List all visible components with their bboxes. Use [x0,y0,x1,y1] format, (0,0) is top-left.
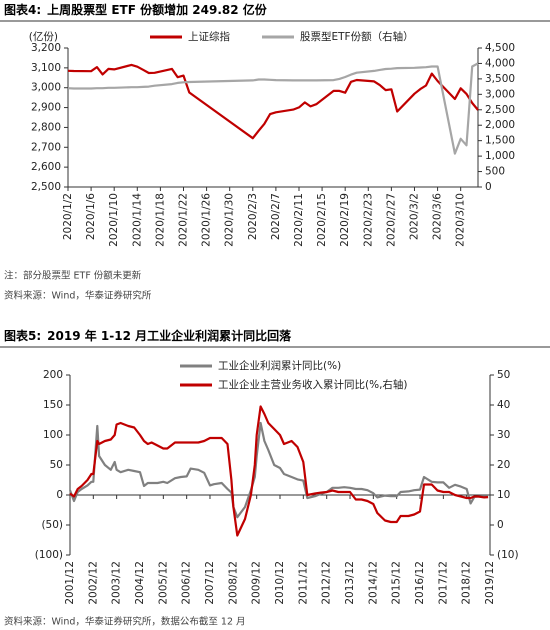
y2-tick-label: 1,000 [485,150,515,162]
x-tick-label: 2020/2/15 [316,193,328,247]
x-tick-label: 2020/2/7 [270,193,282,240]
figure-note: 注：部分股票型 ETF 份额未更新 [4,270,142,282]
y-tick-label: 100 [43,429,63,441]
x-tick-label: 2001/12 [64,561,76,605]
x-tick-label: 2007/12 [204,561,216,605]
series-line [67,62,479,155]
figure-title: 上周股票型 ETF 份额增加 249.82 亿份 [47,2,268,17]
y2-tick-label: 50 [497,369,510,381]
y2-tick-label: 2,500 [485,104,515,116]
x-tick-label: 2020/1/14 [131,193,143,247]
y2-tick-label: 0 [497,519,504,531]
x-tick-label: 2016/12 [414,561,426,605]
x-tick-label: 2020/3/2 [408,193,420,240]
y-tick-label: 2,600 [31,161,61,173]
y2-tick-label: 4,500 [485,42,515,54]
x-tick-label: 2020/2/11 [293,193,305,247]
y-axis-unit: (亿份) [29,30,58,43]
x-tick-label: 2020/2/3 [247,193,259,240]
x-tick-label: 2020/1/18 [154,193,166,247]
figure-source: 资料来源：Wind，华泰证券研究所 [4,290,152,302]
y-tick-label: 2,700 [31,141,61,153]
y2-tick-label: 500 [485,166,505,178]
y-tick-label: 200 [43,369,63,381]
x-tick-label: 2008/12 [227,561,239,605]
y-tick-label: 50 [50,459,63,471]
y-tick-label: 3,200 [31,42,61,54]
x-tick-label: 2012/12 [321,561,333,605]
x-tick-label: 2020/3/6 [432,193,444,240]
series-line [67,63,479,140]
x-tick-label: 2006/12 [181,561,193,605]
x-tick-label: 2019/12 [484,561,496,605]
x-tick-label: 2020/1/2 [62,193,74,240]
figure-source: 资料来源：Wind，华泰证券研究所，数据公布截至 12 月 [4,616,246,628]
y2-tick-label: 0 [485,181,492,193]
y-tick-label: 2,900 [31,102,61,114]
x-tick-label: 2009/12 [251,561,263,605]
y-tick-label: 2,500 [31,181,61,193]
x-tick-label: 2020/1/10 [108,193,120,247]
y2-tick-label: 20 [497,459,510,471]
y2-tick-label: 10 [497,489,510,501]
series-line [68,421,489,519]
x-tick-label: 2020/1/6 [85,193,97,240]
x-tick-label: 2020/2/27 [385,193,397,247]
x-tick-label: 2014/12 [367,561,379,605]
figure-header: 图表5: 2019 年 1-12 月工业企业利润累计同比回落 [4,328,292,343]
x-tick-label: 2004/12 [134,561,146,605]
y2-tick-label: 40 [497,399,510,411]
x-tick-label: 2020/2/23 [362,193,374,247]
y-tick-label: 2,800 [31,121,61,133]
figure-header: 图表4: 上周股票型 ETF 份额增加 249.82 亿份 [4,2,268,17]
legend-label: 工业企业主营业务收入累计同比(%,右轴) [218,378,408,391]
y2-tick-label: 2,000 [485,119,515,131]
y2-tick-label: 30 [497,429,510,441]
x-tick-label: 2020/2/19 [339,193,351,247]
y-tick-label: 3,000 [31,82,61,94]
y-tick-label: (50) [41,519,63,531]
y2-tick-label: 4,000 [485,57,515,69]
x-tick-label: 2015/12 [391,561,403,605]
legend-label: 工业企业利润累计同比(%) [218,359,341,372]
x-tick-label: 2002/12 [87,561,99,605]
y2-tick-label: (10) [497,549,519,561]
x-tick-label: 2020/1/22 [177,193,189,247]
figure-title: 2019 年 1-12 月工业企业利润累计同比回落 [47,328,292,343]
y2-tick-label: 1,500 [485,135,515,147]
x-tick-label: 2013/12 [344,561,356,605]
figure-label: 图表5: [4,328,41,343]
legend-label: 股票型ETF份额（右轴） [300,30,414,43]
y2-tick-label: 3,500 [485,73,515,85]
x-tick-label: 2003/12 [111,561,123,605]
y-tick-label: 150 [43,399,63,411]
x-tick-label: 2011/12 [297,561,309,605]
x-tick-label: 2020/1/26 [201,193,213,247]
series-line [69,405,489,537]
figure-label: 图表4: [4,2,41,17]
x-tick-label: 2020/1/30 [224,193,236,247]
legend-label: 上证综指 [188,30,230,43]
x-tick-label: 2010/12 [274,561,286,605]
y-tick-label: (100) [35,549,63,561]
y-tick-label: 0 [56,489,63,501]
y-tick-label: 3,100 [31,62,61,74]
x-tick-label: 2018/12 [461,561,473,605]
y2-tick-label: 3,000 [485,88,515,100]
x-tick-label: 2005/12 [157,561,169,605]
x-tick-label: 2017/12 [437,561,449,605]
x-tick-label: 2020/3/10 [455,193,467,247]
